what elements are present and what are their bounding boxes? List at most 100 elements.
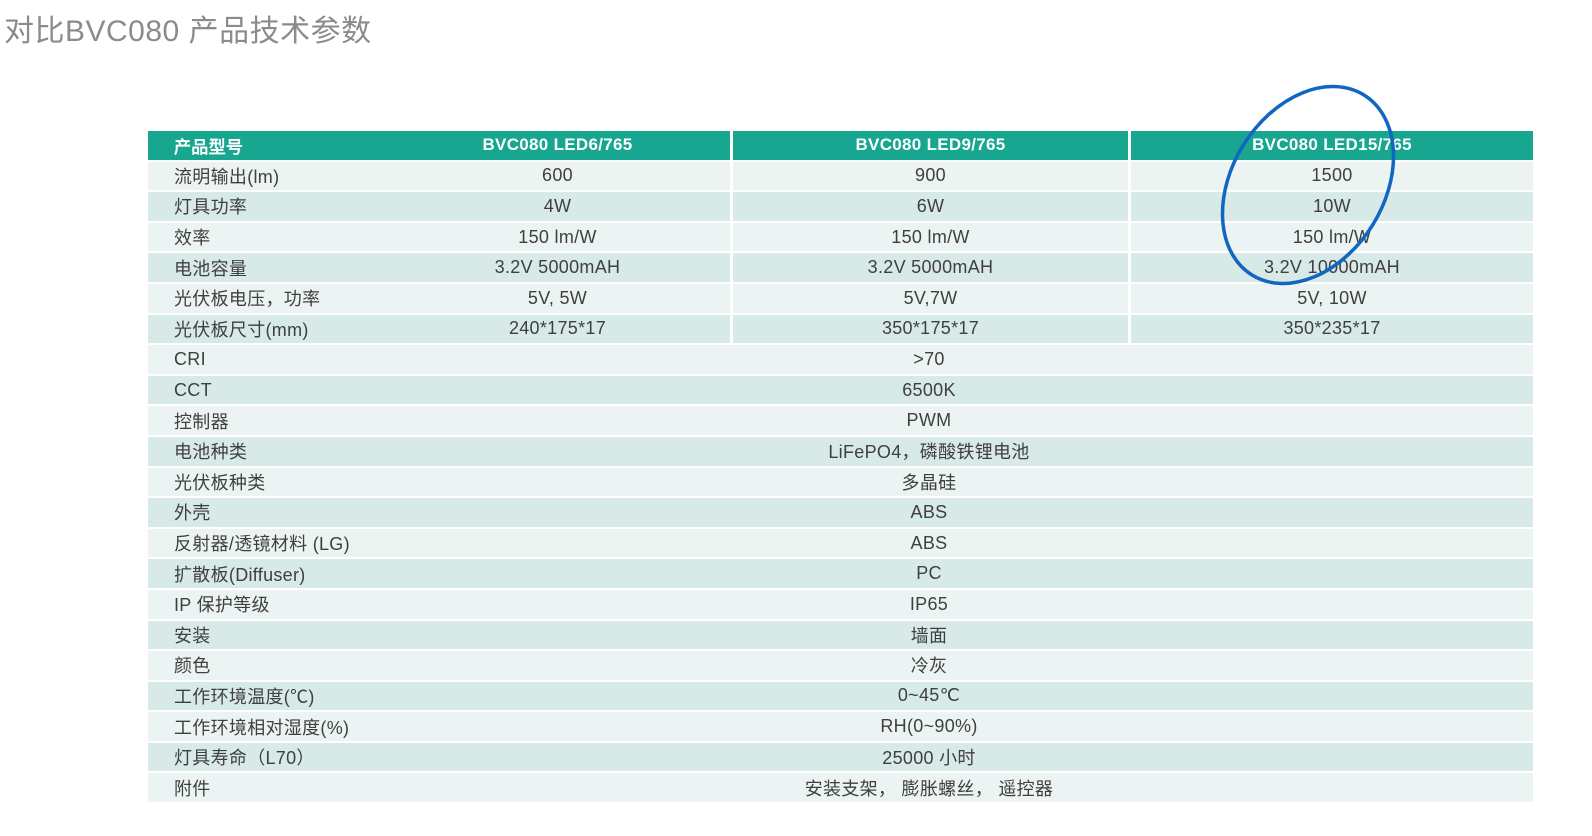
table-row: 效率 150 lm/W 150 lm/W 150 lm/W [148,222,1533,254]
header-cell-product-model: 产品型号 [148,131,385,162]
value-cell-empty [385,620,730,652]
row-label: 控制器 [148,406,385,437]
row-label: IP 保护等级 [148,589,385,621]
row-label: 颜色 [148,651,385,682]
value-cell-led6: 5V, 5W [385,283,730,315]
table-row: 反射器/透镜材料 (LG) ABS [148,528,1533,560]
value-cell-empty [1128,345,1533,376]
value-cell-led9: 900 [730,161,1128,193]
value-cell-empty [385,712,730,743]
value-cell-empty [385,467,730,499]
value-cell-empty [385,651,730,682]
value-cell-led9: 5V,7W [730,283,1128,315]
row-label: CRI [148,345,385,376]
value-cell-empty [1128,681,1533,713]
value-cell-shared: 6500K [730,375,1128,407]
spec-table: 产品型号 BVC080 LED6/765 BVC080 LED9/765 BVC… [148,131,1533,805]
value-cell-shared: 安装支架， 膨胀螺丝， 遥控器 [730,773,1128,805]
value-cell-led15: 5V, 10W [1128,283,1533,315]
table-row: 扩散板(Diffuser) PC [148,559,1533,590]
value-cell-shared: >70 [730,345,1128,376]
value-cell-shared: 多晶硅 [730,467,1128,499]
value-cell-shared: 25000 小时 [730,742,1128,774]
value-cell-led6: 150 lm/W [385,222,730,254]
table-row: 电池种类 LiFePO4，磷酸铁锂电池 [148,436,1533,468]
table-row: 流明输出(lm) 600 900 1500 [148,161,1533,193]
table-row: CCT 6500K [148,375,1533,407]
value-cell-empty [385,681,730,713]
value-cell-empty [1128,651,1533,682]
row-label: 工作环境相对湿度(%) [148,712,385,743]
table-row: 光伏板电压，功率 5V, 5W 5V,7W 5V, 10W [148,283,1533,315]
page-title: 对比BVC080 产品技术参数 [4,15,372,48]
header-cell-led15: BVC080 LED15/765 [1128,131,1533,162]
row-label: 效率 [148,222,385,254]
table-row: 工作环境温度(℃) 0~45℃ [148,681,1533,713]
value-cell-empty [1128,406,1533,437]
value-cell-led15: 150 lm/W [1128,222,1533,254]
row-label: 灯具寿命（L70） [148,742,385,774]
value-cell-led9: 6W [730,192,1128,223]
value-cell-empty [385,528,730,560]
spec-table-header: 产品型号 BVC080 LED6/765 BVC080 LED9/765 BVC… [148,131,1533,162]
table-row: 灯具功率 4W 6W 10W [148,192,1533,223]
row-label: 工作环境温度(℃) [148,681,385,713]
row-label: 附件 [148,773,385,805]
value-cell-empty [1128,375,1533,407]
row-label: 流明输出(lm) [148,161,385,193]
value-cell-empty [385,375,730,407]
row-label: 光伏板尺寸(mm) [148,314,385,346]
table-row: 灯具寿命（L70） 25000 小时 [148,742,1533,774]
table-row: 光伏板尺寸(mm) 240*175*17 350*175*17 350*235*17 [148,314,1533,346]
row-label: 扩散板(Diffuser) [148,559,385,590]
value-cell-shared: 冷灰 [730,651,1128,682]
value-cell-led9: 3.2V 5000mAH [730,253,1128,284]
value-cell-led15: 3.2V 10000mAH [1128,253,1533,284]
value-cell-led6: 600 [385,161,730,193]
row-label: 灯具功率 [148,192,385,223]
table-row: IP 保护等级 IP65 [148,589,1533,621]
value-cell-empty [1128,742,1533,774]
value-cell-empty [385,773,730,805]
value-cell-shared: LiFePO4，磷酸铁锂电池 [730,436,1128,468]
table-row: CRI >70 [148,345,1533,376]
value-cell-empty [1128,712,1533,743]
row-label: 电池种类 [148,436,385,468]
value-cell-empty [1128,436,1533,468]
table-row: 控制器 PWM [148,406,1533,437]
table-row: 颜色 冷灰 [148,651,1533,682]
value-cell-empty [1128,589,1533,621]
value-cell-shared: ABS [730,498,1128,529]
value-cell-led15: 350*235*17 [1128,314,1533,346]
table-row: 光伏板种类 多晶硅 [148,467,1533,499]
value-cell-shared: 0~45℃ [730,681,1128,713]
value-cell-shared: RH(0~90%) [730,712,1128,743]
table-row: 安装 墙面 [148,620,1533,652]
table-row: 附件 安装支架， 膨胀螺丝， 遥控器 [148,773,1533,805]
table-row: 外壳 ABS [148,498,1533,529]
value-cell-empty [1128,498,1533,529]
value-cell-empty [1128,467,1533,499]
row-label: 反射器/透镜材料 (LG) [148,528,385,560]
value-cell-shared: 墙面 [730,620,1128,652]
row-label: 安装 [148,620,385,652]
value-cell-empty [1128,620,1533,652]
row-label: CCT [148,375,385,407]
row-label: 外壳 [148,498,385,529]
value-cell-shared: PWM [730,406,1128,437]
spec-table-body: 流明输出(lm) 600 900 1500 灯具功率 4W 6W 10W 效率 150 lm/W 1… [148,161,1533,805]
row-label: 电池容量 [148,253,385,284]
value-cell-empty [1128,528,1533,560]
value-cell-empty [385,559,730,590]
value-cell-empty [385,589,730,621]
value-cell-led15: 1500 [1128,161,1533,193]
value-cell-empty [385,742,730,774]
value-cell-empty [385,436,730,468]
value-cell-empty [1128,559,1533,590]
value-cell-led15: 10W [1128,192,1533,223]
table-row: 电池容量 3.2V 5000mAH 3.2V 5000mAH 3.2V 10000mA… [148,253,1533,284]
value-cell-empty [385,498,730,529]
header-cell-led9: BVC080 LED9/765 [730,131,1128,162]
header-row: 产品型号 BVC080 LED6/765 BVC080 LED9/765 BVC… [148,131,1533,162]
value-cell-empty [385,406,730,437]
